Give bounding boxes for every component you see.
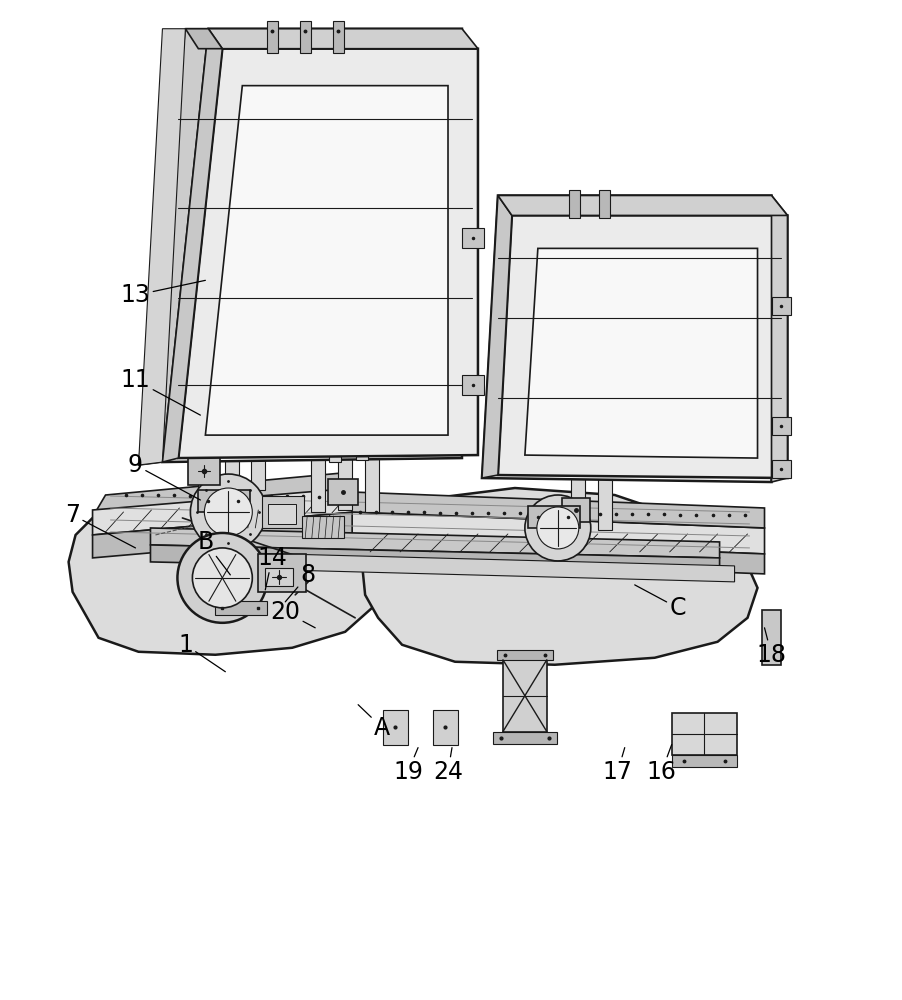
Polygon shape (162, 29, 223, 462)
Circle shape (192, 548, 253, 608)
Bar (328, 479, 358, 505)
Text: 8: 8 (285, 563, 316, 602)
Polygon shape (352, 512, 765, 554)
Bar (503, 660, 547, 732)
Polygon shape (179, 49, 478, 458)
Polygon shape (356, 338, 368, 460)
Polygon shape (482, 195, 512, 478)
Bar (268, 504, 296, 524)
Polygon shape (352, 538, 765, 574)
Polygon shape (252, 385, 265, 490)
Polygon shape (482, 195, 771, 482)
Bar (198, 490, 251, 512)
Text: 18: 18 (757, 628, 787, 667)
Polygon shape (498, 215, 787, 478)
Polygon shape (206, 86, 448, 435)
Bar (433, 710, 458, 745)
Bar (599, 190, 611, 218)
Polygon shape (198, 390, 212, 495)
Bar (497, 650, 553, 660)
Polygon shape (93, 512, 355, 558)
Text: A: A (358, 705, 391, 740)
Polygon shape (571, 423, 584, 528)
Polygon shape (352, 492, 765, 528)
Polygon shape (96, 472, 352, 512)
Text: 20: 20 (271, 600, 315, 628)
Bar (216, 601, 267, 615)
Bar (462, 228, 484, 248)
Bar (771, 460, 791, 478)
Bar (302, 516, 345, 538)
Polygon shape (139, 29, 186, 465)
Bar (206, 510, 261, 528)
Polygon shape (582, 367, 594, 472)
Circle shape (525, 495, 591, 561)
Polygon shape (206, 552, 734, 582)
Bar (267, 21, 278, 53)
Polygon shape (365, 370, 379, 512)
Text: 16: 16 (647, 745, 676, 784)
Bar (771, 297, 791, 315)
Text: 17: 17 (603, 748, 632, 784)
Text: 11: 11 (121, 368, 200, 415)
Bar (189, 457, 220, 485)
Bar (492, 732, 557, 744)
Bar (672, 713, 737, 755)
Polygon shape (226, 387, 239, 492)
Circle shape (537, 507, 579, 549)
Bar (761, 610, 781, 665)
Polygon shape (139, 29, 208, 465)
Circle shape (178, 533, 267, 623)
Bar (383, 710, 408, 745)
Text: 14: 14 (257, 546, 287, 590)
Bar (771, 417, 791, 435)
Polygon shape (93, 488, 355, 535)
Polygon shape (311, 370, 326, 512)
Bar (528, 506, 580, 528)
Text: 13: 13 (121, 280, 206, 307)
Circle shape (190, 474, 266, 550)
Text: 1: 1 (178, 633, 226, 672)
Bar (569, 190, 580, 218)
Polygon shape (362, 488, 758, 665)
Text: B: B (198, 530, 230, 575)
Bar (672, 755, 737, 767)
Bar (258, 554, 306, 592)
Polygon shape (186, 29, 223, 49)
Text: C: C (635, 585, 686, 620)
Circle shape (205, 488, 253, 536)
Bar (299, 21, 310, 53)
Polygon shape (162, 29, 462, 462)
Polygon shape (69, 492, 382, 655)
Text: 7: 7 (65, 503, 135, 548)
Polygon shape (151, 528, 720, 558)
Polygon shape (338, 368, 352, 510)
Polygon shape (208, 29, 478, 49)
Polygon shape (771, 195, 787, 482)
Text: 19: 19 (393, 748, 423, 784)
Polygon shape (329, 327, 341, 462)
Polygon shape (151, 545, 720, 575)
Bar (262, 496, 304, 528)
Polygon shape (525, 248, 758, 458)
Bar (333, 21, 344, 53)
Polygon shape (498, 195, 787, 215)
Polygon shape (598, 425, 612, 530)
Bar (562, 498, 590, 522)
Polygon shape (606, 383, 618, 475)
Bar (265, 568, 293, 586)
Bar (462, 375, 484, 395)
Text: 9: 9 (128, 453, 200, 500)
Text: 24: 24 (433, 748, 463, 784)
